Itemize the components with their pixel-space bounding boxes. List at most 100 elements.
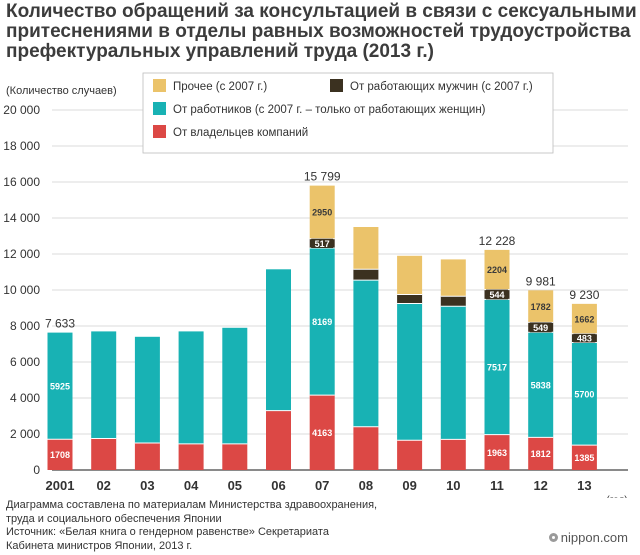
legend-label: От работников (с 2007 г. – только от раб…	[173, 104, 486, 116]
legend-label: От владельцев компаний	[173, 127, 308, 139]
legend-box	[142, 72, 554, 154]
x-tick-label: 11	[490, 478, 504, 493]
segment-value-label: 1662	[574, 314, 594, 324]
legend-swatch	[153, 102, 166, 115]
x-tick-label: 03	[140, 478, 154, 493]
x-tick-label: 02	[96, 478, 110, 493]
bar-segment	[484, 299, 510, 435]
x-tick-label: 12	[533, 478, 547, 493]
segment-value-label: 8169	[312, 317, 332, 327]
bar-segment	[528, 290, 554, 323]
legend-label: Прочее (с 2007 г.)	[173, 81, 267, 93]
segment-value-label: 1963	[487, 448, 507, 458]
bar-segment	[484, 249, 510, 290]
x-tick-label: 05	[228, 478, 242, 493]
bar-segment	[353, 269, 379, 281]
segment-label-bg	[486, 289, 508, 300]
x-tick-label: 10	[446, 478, 460, 493]
segment-value-label: 1708	[50, 450, 70, 460]
bar-segment	[266, 269, 291, 411]
source-line-3: Источник: «Белая книга о гендерном равен…	[6, 526, 329, 538]
title-line-3: префектуральных управлений труда (2013 г…	[6, 41, 434, 62]
nippon-logo-icon	[548, 533, 558, 542]
total-value-label: 9 230	[569, 288, 599, 302]
brand-logo: nippon.com	[548, 530, 628, 545]
bar-segment	[397, 294, 423, 304]
x-tick-label: 13	[577, 478, 591, 493]
x-tick-label: 07	[315, 478, 329, 493]
bar-segment	[309, 185, 335, 239]
segment-value-label: 483	[577, 334, 592, 344]
bar-segment	[91, 331, 117, 439]
bar-segment	[178, 443, 204, 470]
segment-value-label: 1812	[531, 449, 551, 459]
y-tick-label: 6 000	[10, 355, 40, 369]
bars	[47, 185, 597, 470]
segment-value-label: 2204	[487, 265, 507, 275]
segment-label-bg	[529, 322, 552, 333]
source-line-2: труда и социального обеспечения Японии	[6, 512, 222, 525]
legend-swatch	[153, 79, 166, 92]
segment-value-label: 517	[315, 239, 330, 249]
y-tick-label: 4 000	[10, 391, 40, 405]
brand-text: nippon.com	[560, 530, 628, 545]
segment-value-label: 4163	[312, 428, 332, 438]
title-line-1: Количество обращений за консультацией в …	[6, 1, 637, 22]
bar-segment	[440, 439, 466, 470]
x-tick-label: 04	[184, 478, 199, 493]
bar-segment	[571, 445, 597, 470]
total-value-label: 7 633	[45, 317, 75, 331]
bar-segment	[353, 227, 379, 270]
bar-segment	[309, 395, 335, 470]
bar-segment	[440, 259, 466, 297]
bar-segment	[397, 255, 423, 295]
bar-segment	[353, 426, 379, 470]
total-labels: 7 633 15 799 12 228 9 981 9 230	[45, 170, 600, 331]
segment-value-label: 549	[533, 323, 548, 333]
total-value-label: 9 981	[526, 274, 556, 288]
y-tick-label: 20 000	[3, 103, 40, 117]
x-tick-label: 06	[271, 478, 285, 493]
x-tick-label: 2001	[46, 478, 75, 493]
bar-segment	[440, 306, 466, 440]
segment-value-label: 1782	[531, 302, 551, 312]
bar-segment	[47, 439, 73, 470]
bar-segment	[484, 434, 510, 470]
legend-swatch	[153, 125, 166, 138]
segment-value-label: 1385	[574, 453, 594, 463]
bar-segment	[222, 327, 248, 444]
bar-segment	[91, 438, 117, 470]
segment-value-label: 5838	[531, 380, 551, 390]
total-value-label: 12 228	[479, 234, 516, 248]
source-note: Диаграмма составлена по материалам Минис…	[6, 499, 526, 553]
segment-label-bg	[573, 333, 596, 343]
x-unit-label: (год)	[606, 495, 627, 498]
chart-title: Количество обращений за консультацией в …	[6, 1, 637, 62]
bar-segment	[178, 331, 204, 444]
segment-value-label: 7517	[487, 363, 507, 373]
bar-segment	[528, 437, 554, 470]
segment-value-label: 5700	[574, 389, 594, 399]
source-line-4: Кабинета министров Японии, 2013 г.	[6, 539, 193, 552]
bar-segment	[266, 410, 291, 470]
y-tick-label: 2 000	[10, 427, 40, 441]
y-tick-label: 8 000	[10, 319, 40, 333]
bar-segment	[47, 332, 73, 440]
segment-labels: 1708 5925 4163 8169 517 2950 1963 7517 544 2204 18…	[50, 208, 596, 463]
segment-label-bg	[311, 238, 334, 249]
total-value-label: 15 799	[304, 170, 341, 184]
legend-swatch	[330, 79, 343, 92]
bar-segment	[134, 336, 160, 443]
x-tick-label: 08	[359, 478, 373, 493]
bar-segment	[397, 303, 423, 441]
bar-segment	[309, 248, 335, 396]
y-tick-label: 12 000	[3, 247, 40, 261]
y-tick-label: 14 000	[3, 211, 40, 225]
stacked-bar-chart: 0 2 000 4 000 6 000 8 000 10 000 12 000 14 000 1…	[3, 72, 628, 498]
bar-segment	[397, 440, 423, 470]
segment-value-label: 2950	[312, 208, 332, 218]
segment-value-label: 5925	[50, 381, 70, 391]
y-tick-labels: 0 2 000 4 000 6 000 8 000 10 000 12 000 14 000 1…	[3, 103, 40, 477]
bar-segment	[222, 443, 248, 470]
x-tick-labels: 2001 02 03 04 05 06 07 08 09 10 11 12 13	[46, 478, 592, 493]
